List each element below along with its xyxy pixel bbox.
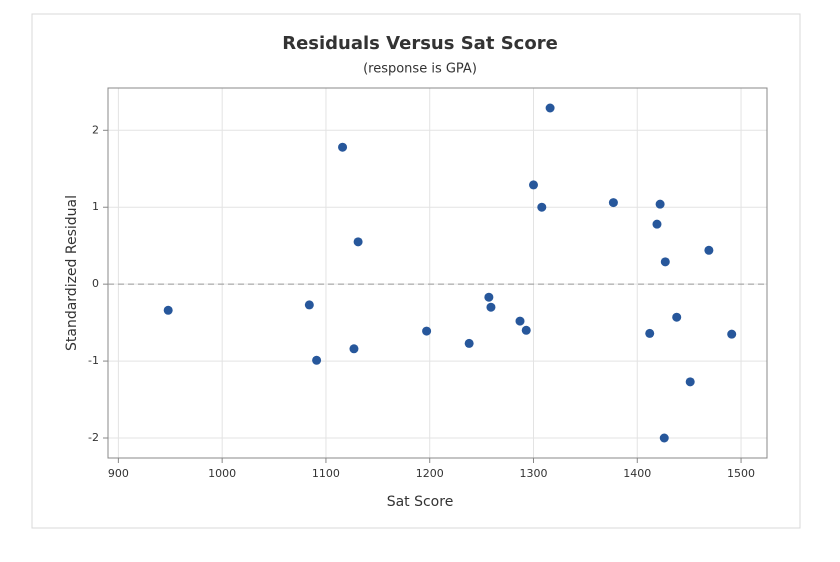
- y-tick-label: 1: [92, 200, 99, 213]
- point: [464, 338, 474, 348]
- y-axis-label: Standardized Residual: [64, 195, 80, 351]
- y-tick-label: -2: [88, 431, 99, 444]
- point: [545, 103, 555, 113]
- chart-frame: [31, 13, 801, 529]
- chart-subtitle: (response is GPA): [363, 62, 477, 77]
- point: [163, 305, 173, 315]
- chart-title: Residuals Versus Sat Score: [282, 33, 558, 54]
- y-tick-label: 0: [92, 277, 99, 290]
- point: [486, 302, 496, 312]
- x-tick-label: 1200: [416, 467, 444, 480]
- y-tick-label: 2: [92, 123, 99, 136]
- point: [704, 245, 714, 255]
- point: [515, 316, 525, 326]
- point: [312, 355, 322, 365]
- point: [521, 325, 531, 335]
- x-tick-label: 900: [108, 467, 129, 480]
- x-axis-label: Sat Score: [387, 494, 454, 510]
- point: [353, 237, 363, 247]
- point: [422, 326, 432, 336]
- x-tick-label: 1300: [519, 467, 547, 480]
- point: [655, 199, 665, 209]
- point: [528, 180, 538, 190]
- x-tick-label: 1400: [623, 467, 651, 480]
- point: [304, 300, 314, 310]
- point: [338, 142, 348, 152]
- plot-frame: [107, 87, 768, 459]
- point: [349, 344, 359, 354]
- point: [608, 198, 618, 208]
- point: [672, 312, 682, 322]
- point: [484, 292, 494, 302]
- x-tick-label: 1500: [727, 467, 755, 480]
- x-tick-label: 1100: [312, 467, 340, 480]
- x-tick-label: 1000: [208, 467, 236, 480]
- point: [685, 377, 695, 387]
- point: [660, 257, 670, 267]
- point: [537, 202, 547, 212]
- y-tick-label: -1: [88, 354, 99, 367]
- point: [727, 329, 737, 339]
- point: [659, 433, 669, 443]
- point: [645, 328, 655, 338]
- point: [652, 219, 662, 229]
